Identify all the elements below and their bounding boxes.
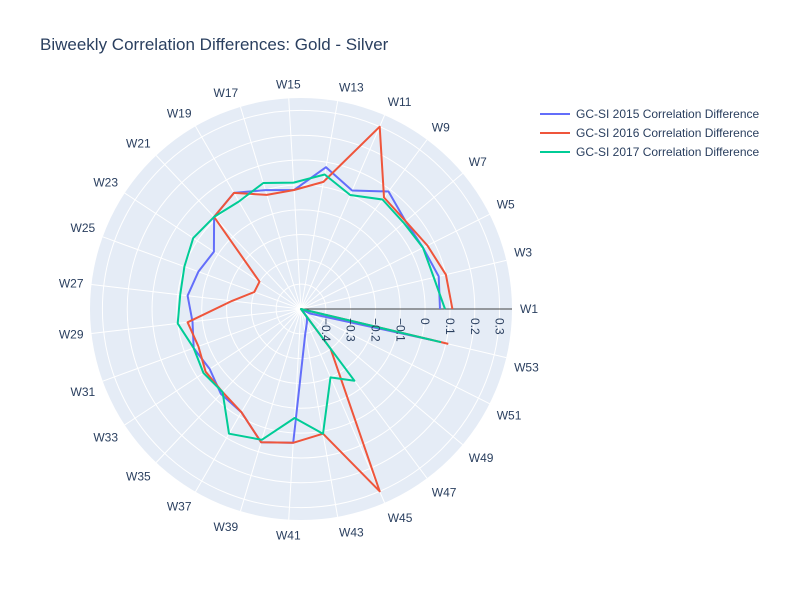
legend-label: GC-SI 2015 Correlation Difference	[576, 107, 760, 121]
angular-tick-label: W1	[520, 302, 538, 316]
angular-tick-label: W25	[71, 221, 96, 235]
legend-label: GC-SI 2016 Correlation Difference	[576, 126, 760, 140]
radial-tick-label: 0.1	[443, 318, 457, 335]
angular-grid-line	[240, 106, 302, 310]
legend-item[interactable]: GC-SI 2017 Correlation Difference	[540, 145, 760, 159]
angular-tick-label: W47	[432, 486, 457, 500]
angular-grid-line	[300, 308, 339, 517]
legend-item[interactable]: GC-SI 2015 Correlation Difference	[540, 107, 760, 121]
angular-tick-label: W49	[469, 451, 494, 465]
angular-tick-label: W35	[126, 469, 151, 483]
angular-tick-label: W7	[469, 155, 487, 169]
angular-grid-line	[155, 308, 302, 463]
angular-tick-label: W9	[432, 120, 450, 134]
radial-tick-label: −0.1	[393, 318, 407, 342]
angular-tick-label: W43	[339, 526, 364, 540]
chart-title: Biweekly Correlation Differences: Gold -…	[40, 35, 389, 54]
angular-grid-line	[195, 126, 302, 310]
angular-tick-label: W15	[276, 77, 301, 91]
radial-tick-label: 0	[418, 318, 432, 325]
radial-tick-label: −0.4	[319, 318, 333, 342]
angular-grid-line	[300, 308, 463, 446]
radial-tick-label: −0.2	[369, 318, 383, 342]
legend-label: GC-SI 2017 Correlation Difference	[576, 145, 760, 159]
angular-tick-label: W11	[388, 95, 412, 109]
radial-tick-label: 0.3	[493, 318, 507, 335]
angular-tick-label: W53	[514, 361, 539, 375]
radial-tick-label: −0.3	[344, 318, 358, 342]
angular-grid-line	[300, 259, 507, 310]
angular-grid-line	[195, 308, 302, 492]
angular-grid-line	[300, 308, 386, 503]
angular-grid-line	[300, 213, 490, 310]
angular-tick-label: W37	[167, 500, 192, 514]
series-layer	[176, 125, 454, 493]
angular-grid-line	[288, 308, 302, 520]
radial-axis-labels: −0.4 −0.3 −0.2 −0.1 0 0.1 0.2 0.3	[319, 318, 507, 342]
angular-tick-label: W51	[497, 408, 522, 422]
angular-tick-label: W45	[388, 511, 413, 525]
angular-tick-label: W13	[339, 80, 364, 94]
angular-grid-line	[124, 308, 302, 426]
angular-tick-label: W23	[93, 176, 118, 190]
angular-tick-label: W41	[276, 529, 301, 543]
angular-grid-line	[155, 155, 302, 310]
angular-grid-line	[91, 284, 302, 310]
angular-tick-label: W31	[71, 385, 96, 399]
angular-tick-label: W3	[514, 246, 532, 260]
angular-tick-label: W19	[167, 106, 192, 120]
angular-tick-label: W29	[59, 327, 84, 341]
angular-grid-line	[124, 192, 302, 310]
series-line-3	[176, 173, 446, 441]
angular-tick-label: W33	[93, 430, 118, 444]
angular-tick-label: W39	[214, 520, 239, 534]
angular-grid-line	[102, 308, 302, 382]
angular-grid-line	[300, 172, 463, 310]
angular-tick-label: W27	[59, 277, 84, 291]
series-line-2	[186, 125, 454, 493]
angular-grid-line	[240, 308, 302, 512]
angular-tick-label: W17	[214, 86, 239, 100]
legend[interactable]: GC-SI 2015 Correlation Difference GC-SI 2…	[540, 107, 760, 159]
legend-item[interactable]: GC-SI 2016 Correlation Difference	[540, 126, 760, 140]
series-line-1	[186, 166, 441, 444]
angular-grid-line	[300, 139, 428, 310]
angular-grid-line	[91, 308, 302, 334]
angular-grid-line	[102, 236, 302, 310]
angular-tick-label: W5	[497, 198, 515, 212]
angular-grid-line	[300, 308, 490, 405]
radial-tick-label: 0.2	[468, 318, 482, 335]
angular-grid-line	[288, 98, 302, 310]
angular-grid-line	[300, 101, 339, 310]
angular-tick-label: W21	[126, 137, 151, 151]
angular-axis-labels: W1 W3 W5 W7 W9 W11 W13 W15 W17 W19 W21 W23 W25 W27 W29…	[59, 77, 539, 542]
angular-grid-line	[300, 115, 386, 310]
